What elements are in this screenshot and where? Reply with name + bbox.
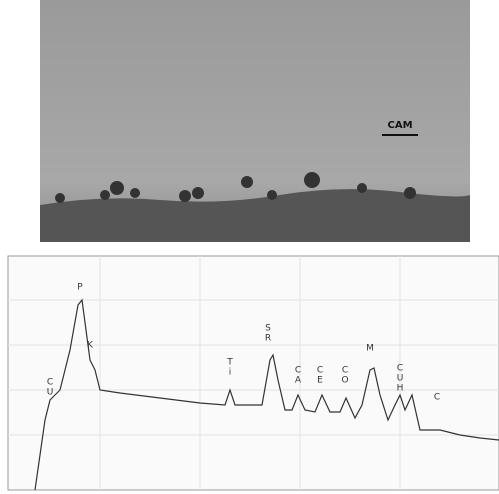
peak-label: C — [342, 366, 348, 376]
peak-label: T — [226, 358, 233, 368]
grid — [8, 256, 499, 490]
peak-label: H — [397, 384, 404, 394]
peak-label: P — [77, 283, 83, 293]
spectrum-frame — [7, 255, 499, 491]
scale-label: CAM — [387, 120, 412, 131]
peak-label: A — [295, 376, 302, 386]
peak-label: C — [295, 366, 301, 376]
peak-label: K — [87, 341, 94, 351]
peak-labels: C U P K T i S R C A C E C O M C U H C — [47, 283, 440, 403]
spectrum-curve — [34, 298, 499, 491]
peak-label: C — [397, 364, 403, 374]
spectrum: C U P K T i S R C A C E C O M C U H C — [7, 255, 499, 491]
peak-label: U — [397, 374, 404, 384]
peak-label: O — [341, 376, 348, 386]
particles — [55, 172, 416, 203]
micrograph: CAM — [40, 0, 470, 242]
peak-label: C — [434, 393, 440, 403]
peak-label: R — [265, 334, 271, 344]
peak-label: C — [317, 366, 323, 376]
substrate — [40, 189, 470, 242]
peak-label: M — [366, 344, 374, 354]
peak-label: i — [229, 368, 232, 378]
peak-label: E — [317, 376, 323, 386]
peak-label: C — [47, 378, 53, 388]
peak-label: S — [265, 324, 271, 334]
peak-label: U — [47, 388, 54, 398]
